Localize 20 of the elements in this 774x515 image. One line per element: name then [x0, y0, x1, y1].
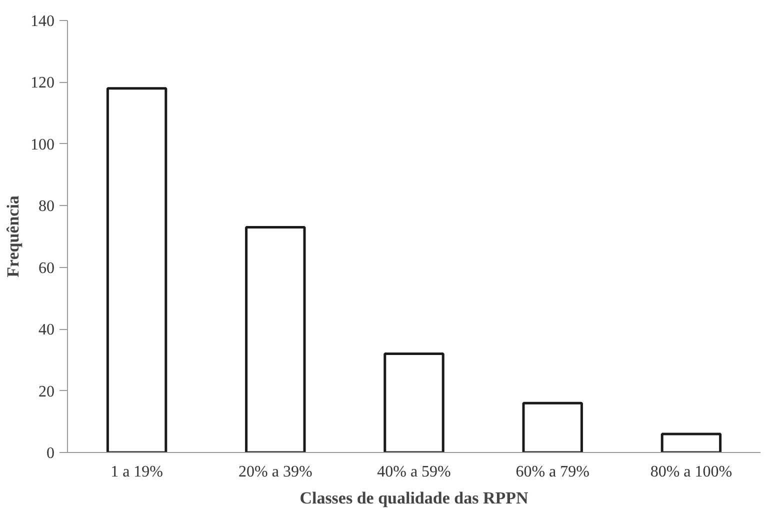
x-axis-title: Classes de qualidade das RPPN: [300, 488, 530, 508]
y-tick-label: 120: [30, 74, 54, 92]
x-tick-label: 20% a 39%: [238, 464, 312, 480]
x-tick-label: 1 a 19%: [110, 464, 164, 480]
y-tick-label: 40: [38, 322, 54, 339]
y-tick-label: 0: [46, 445, 54, 462]
y-tick-label: 100: [30, 136, 54, 154]
x-tick-label: 40% a 59%: [377, 464, 451, 480]
bar: [660, 432, 722, 452]
y-tick-label: 80: [38, 198, 54, 216]
y-tick-label: 140: [30, 13, 54, 30]
x-tick-label: 60% a 79%: [516, 464, 590, 480]
bar: [106, 87, 168, 452]
x-tick-label: 80% a 100%: [650, 464, 732, 480]
y-axis-title: Frequência: [4, 195, 22, 278]
bar: [245, 226, 306, 452]
y-tick-label: 60: [38, 260, 54, 277]
y-tick-label: 20: [38, 383, 54, 400]
bar: [384, 352, 444, 452]
bar: [522, 402, 583, 452]
